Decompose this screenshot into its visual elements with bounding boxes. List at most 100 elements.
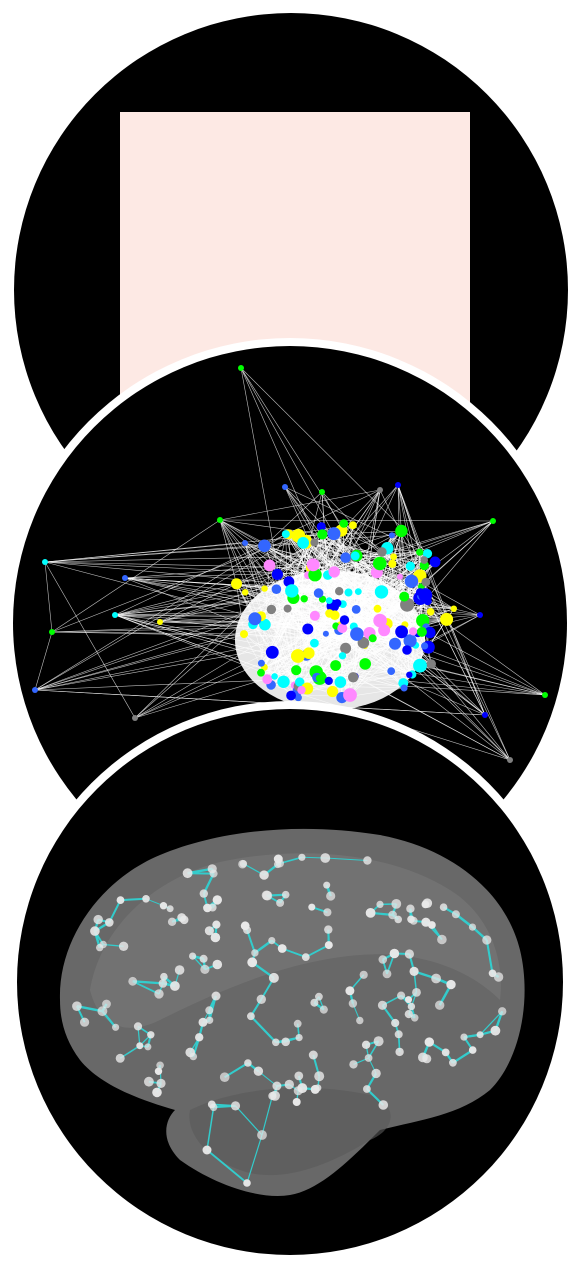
network-edge (284, 486, 428, 554)
network-node (420, 556, 429, 564)
network-node (122, 575, 128, 581)
network-node (258, 539, 271, 553)
network-node (334, 676, 347, 688)
network-node (313, 588, 324, 598)
network-node (354, 588, 362, 595)
network-node (402, 645, 412, 655)
network-node (395, 482, 401, 488)
network-node (426, 659, 436, 669)
network-node (440, 612, 454, 626)
network-node (238, 365, 244, 371)
network-node (217, 517, 223, 523)
network-node (271, 673, 278, 680)
network-node (112, 612, 118, 618)
network-edge (399, 530, 402, 577)
network-nodes (32, 365, 548, 763)
network-node (266, 604, 277, 615)
network-node (32, 687, 38, 693)
network-node (482, 712, 488, 718)
network-edge (391, 535, 412, 582)
network-edge (424, 565, 511, 761)
network-node (265, 645, 279, 659)
network-node (373, 556, 387, 571)
network-edge (240, 367, 428, 554)
network-edge (34, 631, 53, 691)
network-node (257, 659, 265, 667)
brain-edge (485, 939, 494, 974)
network-node (542, 692, 548, 698)
network-edge (397, 484, 402, 532)
network-node (373, 604, 382, 613)
network-node (406, 671, 413, 678)
network-node (333, 599, 342, 608)
network-node (310, 638, 319, 648)
network-edge (424, 614, 481, 647)
network-node (339, 615, 350, 625)
network-node (257, 668, 265, 677)
network-node (339, 519, 349, 528)
network-node (324, 676, 333, 686)
network-node (337, 623, 348, 634)
network-edge (114, 583, 237, 616)
network-edge (244, 542, 265, 589)
network-node (242, 540, 248, 546)
network-node (403, 634, 417, 648)
network-node (405, 561, 415, 571)
network-node (328, 566, 340, 578)
network-node (310, 538, 319, 547)
network-node (330, 660, 341, 671)
network-edge (264, 543, 307, 589)
network-node (271, 568, 283, 581)
network-node (351, 605, 361, 614)
network-node (316, 522, 326, 532)
network-edge (321, 526, 481, 616)
network-node (49, 629, 55, 635)
network-edge (44, 561, 53, 633)
network-node (388, 532, 395, 539)
network-node (240, 630, 248, 639)
network-edge (376, 571, 421, 597)
network-node (340, 552, 351, 563)
network-node (282, 484, 288, 490)
network-node (285, 584, 299, 598)
network-edge (134, 676, 275, 719)
network-edge (419, 665, 546, 696)
network-node (302, 623, 314, 635)
network-node (42, 559, 48, 565)
network-edge (34, 535, 299, 691)
network-node (400, 684, 408, 692)
network-edge (219, 519, 323, 535)
network-edge (34, 609, 272, 691)
network-node (416, 626, 427, 637)
network-edge (288, 526, 322, 582)
network-node (348, 521, 357, 530)
network-node (343, 688, 357, 702)
network-node (297, 685, 306, 695)
network-node (231, 578, 242, 590)
network-node (416, 548, 424, 556)
network-node (309, 610, 320, 621)
network-node (286, 690, 296, 701)
network-node (368, 634, 377, 643)
network-node (373, 613, 387, 628)
network-node (338, 652, 347, 660)
brain-edge (250, 1015, 277, 1044)
network-node (416, 588, 424, 597)
network-node (283, 604, 292, 613)
network-node (429, 556, 441, 568)
network-node (157, 619, 163, 625)
network-node (325, 597, 333, 604)
network-node (390, 553, 397, 561)
network-node (322, 630, 329, 637)
brain-surface-shading (90, 853, 501, 1028)
network-edge (244, 542, 277, 590)
network-edge (51, 519, 221, 633)
network-node (261, 585, 268, 592)
network-node (327, 527, 341, 541)
network-edge (44, 542, 246, 563)
network-edge (51, 631, 245, 635)
network-node (303, 647, 315, 659)
network-node (300, 595, 308, 603)
